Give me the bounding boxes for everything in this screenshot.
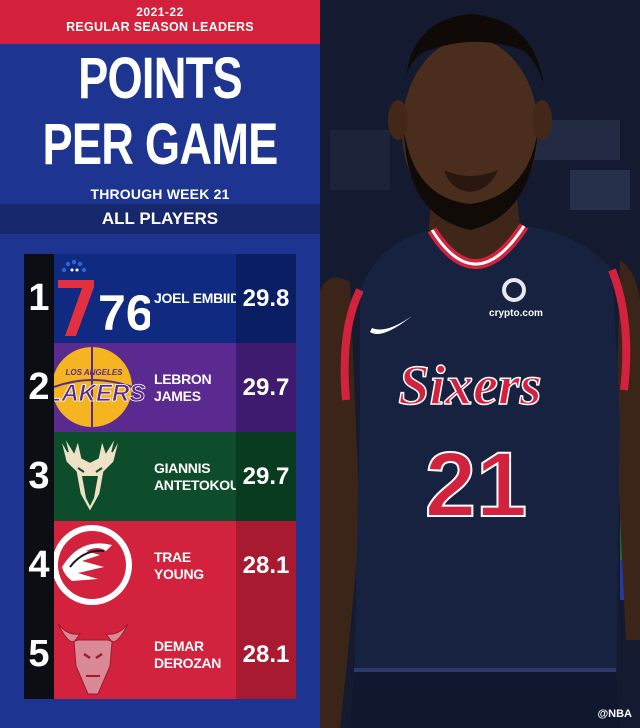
nba-credit: @NBA [597,708,632,720]
player-name-text: DEMAR DEROZAN [154,637,222,671]
leader-row-1: 1 76 JOEL EMBIID 29.8 [24,254,296,343]
hawks-logo [54,525,132,605]
leaders-panel: 2021-22 REGULAR SEASON LEADERS POINTS PE… [0,0,320,728]
rank-number: 5 [24,610,54,699]
player-illustration: crypto.com Sixers 21 [320,0,640,728]
ppg-value: 28.1 [236,521,296,610]
player-name: LEBRON JAMES [154,343,244,432]
rank-number: 2 [24,343,54,432]
ppg-value: 28.1 [236,610,296,699]
bucks-logo [59,435,121,514]
rank-number: 1 [24,254,54,343]
rank-number: 3 [24,432,54,521]
season-header: 2021-22 REGULAR SEASON LEADERS [0,0,320,44]
leader-row-4: 4 TRAE YOUNG 28.1 [24,521,296,610]
season-label: 2021-22 [136,5,184,19]
title-line-1: POINTS [78,46,243,111]
bulls-logo [57,623,129,695]
rank-number: 4 [24,521,54,610]
player-name-text: JOEL EMBIID [154,290,240,306]
lakers-word-text: LAKERS [54,380,145,407]
jersey-wordmark: Sixers [398,355,541,417]
leaders-list: 1 76 JOEL EMBIID 29.8 [24,254,296,699]
player-name-text: LEBRON JAMES [154,370,212,404]
leader-main: 76 JOEL EMBIID [54,254,240,343]
jersey-number: 21 [425,434,527,536]
player-name: DEMAR DEROZAN [154,610,244,699]
ppg-value: 29.7 [236,432,296,521]
player-name: TRAE YOUNG [154,521,244,610]
leader-main: TRAE YOUNG [54,521,236,610]
leader-row-5: 5 DEMAR DEROZAN 28.1 [24,610,296,699]
leader-main: GIANNIS ANTETOKOUNMPO [54,432,281,521]
title-line-2: PER GAME [42,112,278,177]
76-number: 76 [98,285,150,341]
lakers-city-text: LOS ANGELES [65,368,123,377]
player-name: GIANNIS ANTETOKOUNMPO [154,432,281,521]
leader-main: LOS ANGELES LAKERS LEBRON JAMES [54,343,236,432]
player-name: JOEL EMBIID [154,254,244,343]
ppg-value: 29.7 [236,343,296,432]
filter-bar: ALL PLAYERS [0,204,320,234]
player-photo: crypto.com Sixers 21 @NBA [320,0,640,728]
player-first-name: GIANNIS [154,459,211,476]
76ers-logo: 76 [58,259,150,341]
season-subtitle: REGULAR SEASON LEADERS [66,20,254,34]
player-name-text: TRAE YOUNG [154,548,204,582]
leader-row-2: 2 LOS ANGELES LAKERS LEBRON JAMES 29.7 [24,343,296,432]
leader-row-3: 3 GIANNIS ANTETOKOUNMPO 29.7 [24,432,296,521]
sponsor-text: crypto.com [489,308,543,319]
ppg-value: 29.8 [236,254,296,343]
leader-main: DEMAR DEROZAN [54,610,236,699]
through-week: THROUGH WEEK 21 [90,186,230,202]
filter-label: ALL PLAYERS [101,209,219,228]
lakers-logo: LOS ANGELES LAKERS [54,347,146,427]
